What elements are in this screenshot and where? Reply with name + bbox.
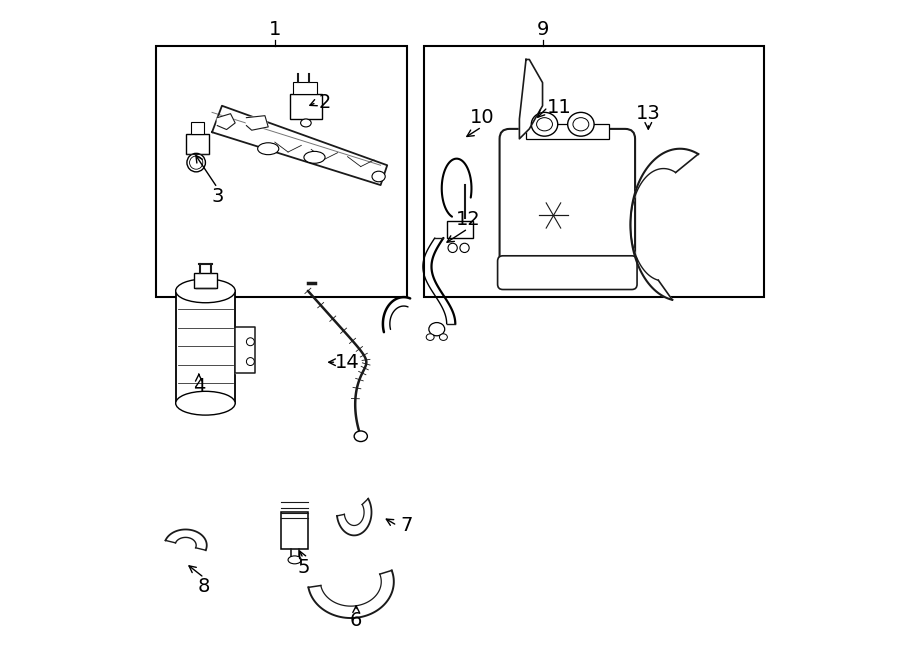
Ellipse shape xyxy=(187,153,205,172)
Ellipse shape xyxy=(247,358,255,366)
Bar xyxy=(191,122,204,134)
Ellipse shape xyxy=(536,118,553,131)
Polygon shape xyxy=(309,570,394,618)
Text: 3: 3 xyxy=(212,188,223,206)
Text: 10: 10 xyxy=(470,108,494,127)
Text: 5: 5 xyxy=(297,558,310,576)
Ellipse shape xyxy=(439,334,447,340)
Polygon shape xyxy=(166,529,207,550)
Text: 8: 8 xyxy=(198,578,211,596)
Text: 6: 6 xyxy=(350,611,363,629)
Text: 14: 14 xyxy=(335,353,360,371)
Ellipse shape xyxy=(427,334,434,340)
Ellipse shape xyxy=(257,143,279,155)
Ellipse shape xyxy=(428,323,445,336)
Bar xyxy=(446,221,473,238)
Bar xyxy=(176,291,235,403)
Ellipse shape xyxy=(568,112,594,136)
Polygon shape xyxy=(235,327,255,373)
Ellipse shape xyxy=(301,119,311,127)
Bar xyxy=(156,46,407,297)
Polygon shape xyxy=(212,106,387,185)
Ellipse shape xyxy=(190,156,203,169)
Ellipse shape xyxy=(304,151,325,163)
Text: 1: 1 xyxy=(268,20,281,38)
Ellipse shape xyxy=(448,243,457,253)
Polygon shape xyxy=(247,116,268,130)
Bar xyxy=(282,512,308,549)
Text: 2: 2 xyxy=(319,93,330,112)
Bar xyxy=(290,94,322,119)
Text: 4: 4 xyxy=(193,377,205,396)
Bar xyxy=(194,273,217,288)
Polygon shape xyxy=(337,498,372,535)
Ellipse shape xyxy=(573,118,589,131)
Text: 13: 13 xyxy=(636,104,661,123)
Ellipse shape xyxy=(176,391,235,415)
Bar xyxy=(293,82,317,94)
Ellipse shape xyxy=(372,171,385,182)
Bar xyxy=(185,134,210,154)
Text: 7: 7 xyxy=(400,516,413,535)
Ellipse shape xyxy=(176,279,235,303)
Ellipse shape xyxy=(247,338,255,346)
Polygon shape xyxy=(519,59,543,139)
Ellipse shape xyxy=(460,243,469,253)
Polygon shape xyxy=(217,114,235,130)
FancyBboxPatch shape xyxy=(498,256,637,290)
Bar xyxy=(526,124,608,139)
Ellipse shape xyxy=(288,556,302,564)
Ellipse shape xyxy=(355,431,367,442)
FancyBboxPatch shape xyxy=(500,129,635,281)
Text: 12: 12 xyxy=(455,210,481,229)
Ellipse shape xyxy=(531,112,558,136)
Polygon shape xyxy=(631,149,698,300)
Text: 9: 9 xyxy=(536,20,549,38)
Text: 11: 11 xyxy=(546,98,572,116)
Bar xyxy=(424,46,764,297)
